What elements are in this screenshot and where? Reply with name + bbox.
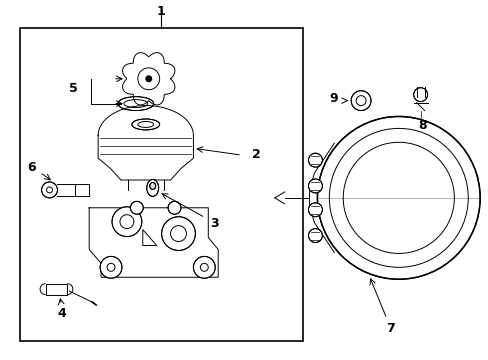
Text: 6: 6	[27, 161, 36, 174]
Ellipse shape	[149, 183, 155, 189]
Circle shape	[145, 76, 151, 82]
Circle shape	[350, 91, 370, 111]
Polygon shape	[98, 105, 193, 180]
Circle shape	[413, 88, 427, 102]
Text: 3: 3	[209, 217, 218, 230]
Circle shape	[130, 201, 143, 214]
Circle shape	[308, 203, 322, 217]
Text: 9: 9	[328, 92, 337, 105]
Circle shape	[41, 182, 57, 198]
Circle shape	[168, 201, 181, 214]
Circle shape	[317, 117, 479, 279]
Circle shape	[308, 179, 322, 193]
Bar	[20, 28, 302, 341]
Circle shape	[308, 153, 322, 167]
Circle shape	[112, 207, 142, 237]
Circle shape	[162, 217, 195, 251]
Polygon shape	[122, 53, 175, 105]
Circle shape	[100, 256, 122, 278]
Bar	[45, 284, 67, 294]
Text: 4: 4	[57, 307, 66, 320]
Polygon shape	[89, 208, 218, 277]
Ellipse shape	[132, 119, 160, 130]
Circle shape	[193, 256, 215, 278]
Text: 1: 1	[156, 5, 164, 18]
Circle shape	[308, 229, 322, 243]
Ellipse shape	[146, 180, 158, 196]
Ellipse shape	[118, 96, 153, 111]
Text: 2: 2	[251, 148, 260, 161]
Text: 5: 5	[69, 82, 78, 95]
Text: 7: 7	[386, 322, 394, 336]
Text: 8: 8	[417, 119, 426, 132]
